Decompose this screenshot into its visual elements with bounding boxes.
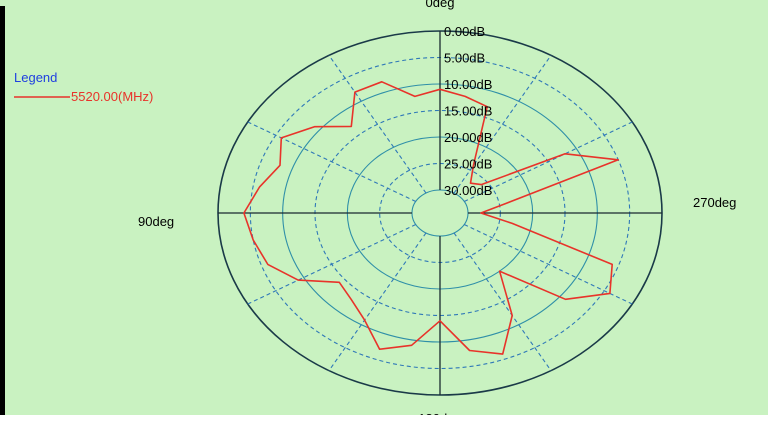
grid-spoke — [328, 232, 427, 371]
radial-tick-label: 10.00dB — [444, 77, 492, 92]
radial-tick-label: 20.00dB — [444, 130, 492, 145]
radial-tick-label: 25.00dB — [444, 157, 492, 172]
radial-tick-label: 5.00dB — [444, 51, 485, 66]
angle-label-right: 270deg — [693, 195, 736, 210]
radial-tick-label: 30.00dB — [444, 183, 492, 198]
series-trace-5520mhz — [243, 81, 619, 355]
radial-tick-label: 15.00dB — [444, 104, 492, 119]
grid-spoke — [247, 224, 416, 305]
radial-tick-label: 0.00dB — [444, 24, 485, 39]
legend-title: Legend — [14, 70, 57, 85]
polar-grid — [217, 30, 663, 396]
angle-label-top: 0deg — [426, 0, 455, 10]
grid-spoke — [328, 55, 427, 194]
trace-layer — [243, 81, 619, 355]
angle-label-left: 90deg — [138, 214, 174, 229]
window-bottom-edge — [0, 415, 768, 421]
grid-spoke — [453, 232, 552, 371]
legend-entry-label: 5520.00(MHz) — [71, 89, 153, 104]
grid-spoke — [464, 224, 633, 305]
grid-spoke — [453, 55, 552, 194]
grid-spoke — [464, 121, 633, 202]
grid-spoke — [247, 121, 416, 202]
window-edge — [0, 6, 5, 415]
